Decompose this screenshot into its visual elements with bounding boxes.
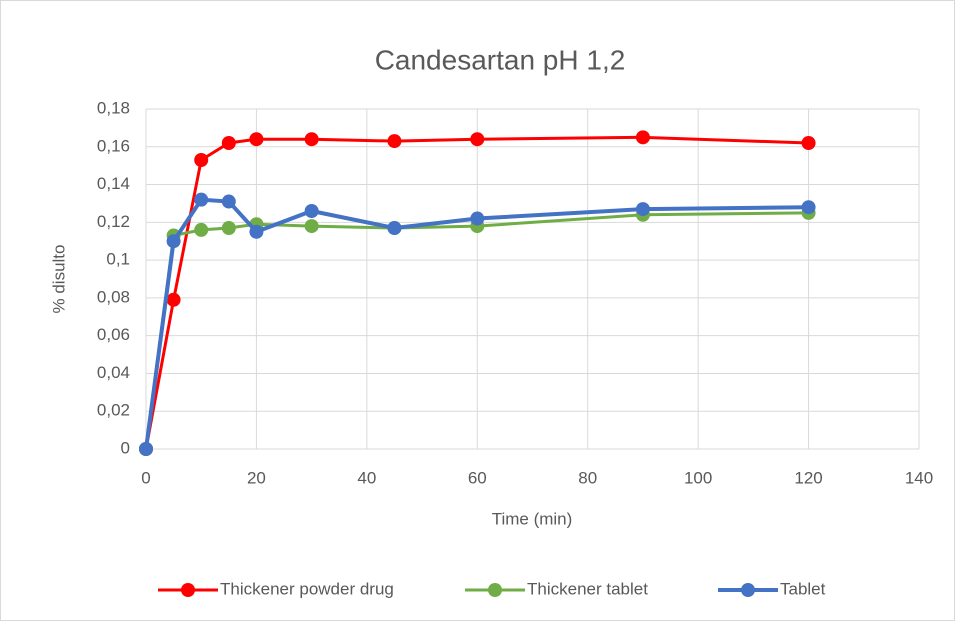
series-line	[144, 135, 809, 450]
y-tick-label: 0,08	[97, 287, 130, 306]
data-point	[139, 442, 153, 456]
x-tick-label: 80	[578, 468, 597, 487]
data-point	[249, 224, 264, 239]
data-point	[249, 132, 264, 147]
y-tick-label: 0,1	[106, 250, 130, 269]
x-tick-label: 60	[468, 468, 487, 487]
data-point	[470, 132, 485, 147]
data-point	[166, 292, 181, 307]
legend-marker	[741, 583, 755, 597]
legend-label: Thickener tablet	[527, 579, 648, 598]
x-tick-label: 120	[794, 468, 822, 487]
y-axis-label: % disulto	[49, 245, 68, 314]
data-point	[166, 234, 181, 249]
data-point	[470, 211, 485, 226]
y-tick-label: 0	[121, 438, 130, 457]
data-point	[221, 136, 236, 150]
chart-title: Candesartan pH 1,2	[375, 44, 626, 75]
data-point	[194, 222, 209, 237]
y-tick-label: 0,16	[97, 136, 130, 155]
data-point	[635, 202, 650, 217]
data-point	[387, 134, 402, 149]
data-point	[801, 136, 816, 150]
y-tick-label: 0,18	[97, 98, 130, 117]
data-point	[221, 221, 236, 235]
x-tick-label: 140	[905, 468, 933, 487]
data-point	[221, 194, 236, 209]
data-point	[304, 204, 319, 218]
y-tick-label: 0,04	[97, 363, 130, 382]
x-tick-label: 100	[684, 468, 712, 487]
series-line	[144, 197, 809, 450]
y-tick-label: 0,02	[97, 401, 130, 420]
x-tick-label: 20	[247, 468, 266, 487]
data-point	[801, 200, 816, 215]
y-tick-label: 0,06	[97, 325, 130, 344]
x-tick-label: 40	[357, 468, 376, 487]
data-point	[194, 153, 209, 167]
x-axis-label: Time (min)	[492, 509, 573, 528]
data-point	[387, 221, 402, 235]
y-tick-label: 0,12	[97, 212, 130, 231]
data-point	[304, 132, 319, 147]
series-line	[144, 211, 809, 450]
y-tick-label: 0,14	[97, 174, 130, 193]
legend-marker	[488, 583, 502, 597]
legend-label: Thickener powder drug	[220, 579, 394, 598]
data-point	[304, 219, 319, 234]
legend-label: Tablet	[780, 579, 826, 598]
x-tick-label: 0	[141, 468, 150, 487]
data-point	[194, 192, 209, 207]
legend-marker	[181, 583, 195, 597]
data-point	[635, 130, 650, 145]
